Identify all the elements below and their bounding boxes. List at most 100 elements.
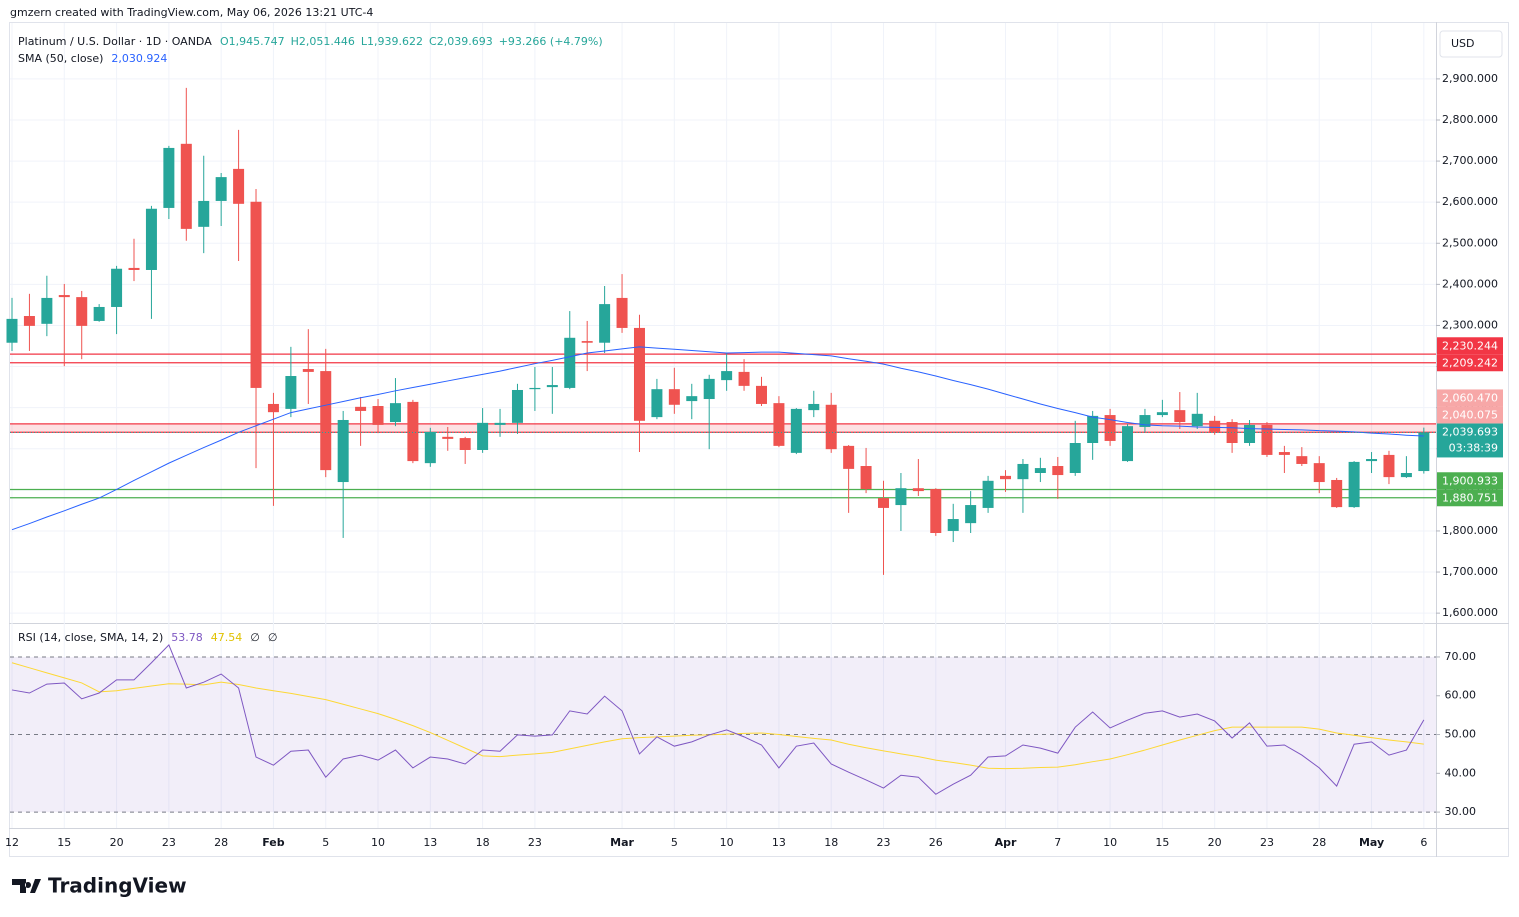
candle-body bbox=[564, 337, 576, 388]
currency[interactable]: USD bbox=[1451, 37, 1475, 50]
rsi-line bbox=[11, 662, 1424, 770]
candle-body bbox=[581, 341, 593, 343]
x-tick-label: 10 bbox=[720, 836, 734, 849]
candle-body bbox=[1122, 426, 1134, 462]
candle-body bbox=[860, 466, 872, 490]
rsi-value: 53.78 bbox=[171, 631, 203, 644]
price-tag bbox=[1437, 472, 1503, 490]
x-tick-label: Apr bbox=[995, 836, 1017, 849]
x-tick-label: 12 bbox=[5, 836, 19, 849]
candle-body bbox=[1174, 410, 1186, 423]
price-tag-label: 2,209.242 bbox=[1442, 356, 1498, 369]
candle-body bbox=[302, 369, 314, 372]
candle-body bbox=[529, 387, 541, 390]
candle-body bbox=[250, 201, 262, 388]
x-tick-label: 23 bbox=[162, 836, 176, 849]
indicator-value: 2,030.924 bbox=[111, 52, 167, 65]
logo-text: TradingView bbox=[48, 874, 187, 898]
ohlc-value: +93.266 (+4.79%) bbox=[499, 35, 603, 48]
y-tick-label: 1,800.000 bbox=[1442, 524, 1498, 537]
x-tick-label: 26 bbox=[929, 836, 943, 849]
candle-body bbox=[128, 267, 140, 270]
y-tick-label: 1,700.000 bbox=[1442, 565, 1498, 578]
x-tick-label: 13 bbox=[423, 836, 437, 849]
candle-body bbox=[1017, 463, 1029, 480]
price-tag bbox=[1437, 389, 1503, 407]
y-tick-label: 2,400.000 bbox=[1442, 277, 1498, 290]
candle-body bbox=[930, 489, 942, 533]
candle-body bbox=[1104, 415, 1116, 441]
x-tick-label: 15 bbox=[57, 836, 71, 849]
candle-body bbox=[1261, 424, 1273, 455]
y-tick-label: 50.00 bbox=[1445, 728, 1477, 741]
candle-body bbox=[163, 147, 175, 208]
ohlc-value: L1,939.622 bbox=[361, 35, 423, 48]
price-tag-label: 2,060.470 bbox=[1442, 391, 1498, 404]
symbol-title: Platinum / U.S. Dollar · 1D · OANDA bbox=[18, 35, 212, 48]
logo: TradingView bbox=[12, 874, 187, 898]
x-tick-label: 10 bbox=[371, 836, 385, 849]
legend: Platinum / U.S. Dollar · 1D · OANDA O1,94… bbox=[18, 35, 603, 644]
y-tick-label: 2,700.000 bbox=[1442, 154, 1498, 167]
candle-body bbox=[965, 505, 977, 524]
candle-body bbox=[111, 268, 123, 307]
y-tick-label: 30.00 bbox=[1445, 805, 1477, 818]
candle-body bbox=[878, 498, 889, 508]
candle-body bbox=[477, 422, 489, 450]
candle-body bbox=[337, 419, 349, 483]
candle-body bbox=[1400, 473, 1412, 478]
candle-body bbox=[651, 389, 663, 418]
price-tag bbox=[1437, 337, 1503, 355]
y-tick-label: 70.00 bbox=[1445, 650, 1477, 663]
candle-body bbox=[23, 316, 35, 326]
candle-body bbox=[1278, 452, 1290, 455]
price-tag-label: 1,880.751 bbox=[1442, 491, 1498, 504]
candle-body bbox=[76, 297, 88, 326]
x-tick-label: 6 bbox=[1420, 836, 1427, 849]
x-tick-label: 28 bbox=[1312, 836, 1326, 849]
x-tick-label: May bbox=[1359, 836, 1384, 849]
x-tick-label: 23 bbox=[877, 836, 891, 849]
candle-body bbox=[215, 177, 227, 201]
y-tick-label: 2,900.000 bbox=[1442, 72, 1498, 85]
x-tick-label: 28 bbox=[214, 836, 228, 849]
candle-body bbox=[790, 408, 802, 453]
x-tick-label: 20 bbox=[1208, 836, 1222, 849]
candle-body bbox=[1296, 456, 1308, 464]
candle-body bbox=[1331, 479, 1343, 508]
rsi-na: ∅ bbox=[250, 631, 260, 644]
rsi-pane bbox=[10, 644, 1436, 813]
price-tag-label: 1,900.933 bbox=[1442, 474, 1498, 487]
candle-body bbox=[1313, 463, 1325, 483]
y-tick-label: 1,600.000 bbox=[1442, 606, 1498, 619]
candle-body bbox=[407, 401, 419, 462]
y-tick-label: 2,500.000 bbox=[1442, 236, 1498, 249]
candle-body bbox=[424, 431, 436, 464]
indicator-name: SMA (50, close) bbox=[18, 52, 103, 65]
candle-body bbox=[808, 403, 820, 411]
candle-body bbox=[1000, 475, 1012, 480]
x-tick-label: 15 bbox=[1155, 836, 1169, 849]
currency-box[interactable] bbox=[1439, 30, 1503, 58]
candle-body bbox=[285, 376, 297, 409]
candle-body bbox=[755, 385, 767, 404]
price-tag bbox=[1437, 489, 1503, 507]
candle-body bbox=[982, 480, 994, 508]
price-tag bbox=[1437, 354, 1503, 372]
candle-body bbox=[686, 396, 698, 402]
candle-body bbox=[1069, 443, 1081, 473]
x-tick-label: 23 bbox=[1260, 836, 1274, 849]
price-tag bbox=[1437, 406, 1503, 424]
price-tag bbox=[1437, 423, 1503, 458]
candle-body bbox=[721, 371, 733, 381]
x-tick-label: 13 bbox=[772, 836, 786, 849]
candle-body bbox=[773, 403, 785, 446]
candle-body bbox=[1156, 412, 1168, 416]
x-tick-label: 23 bbox=[528, 836, 542, 849]
y-tick-label: 60.00 bbox=[1445, 689, 1477, 702]
rsi-line bbox=[11, 644, 1425, 795]
logo-icon bbox=[12, 879, 41, 893]
candle-body bbox=[616, 297, 628, 328]
